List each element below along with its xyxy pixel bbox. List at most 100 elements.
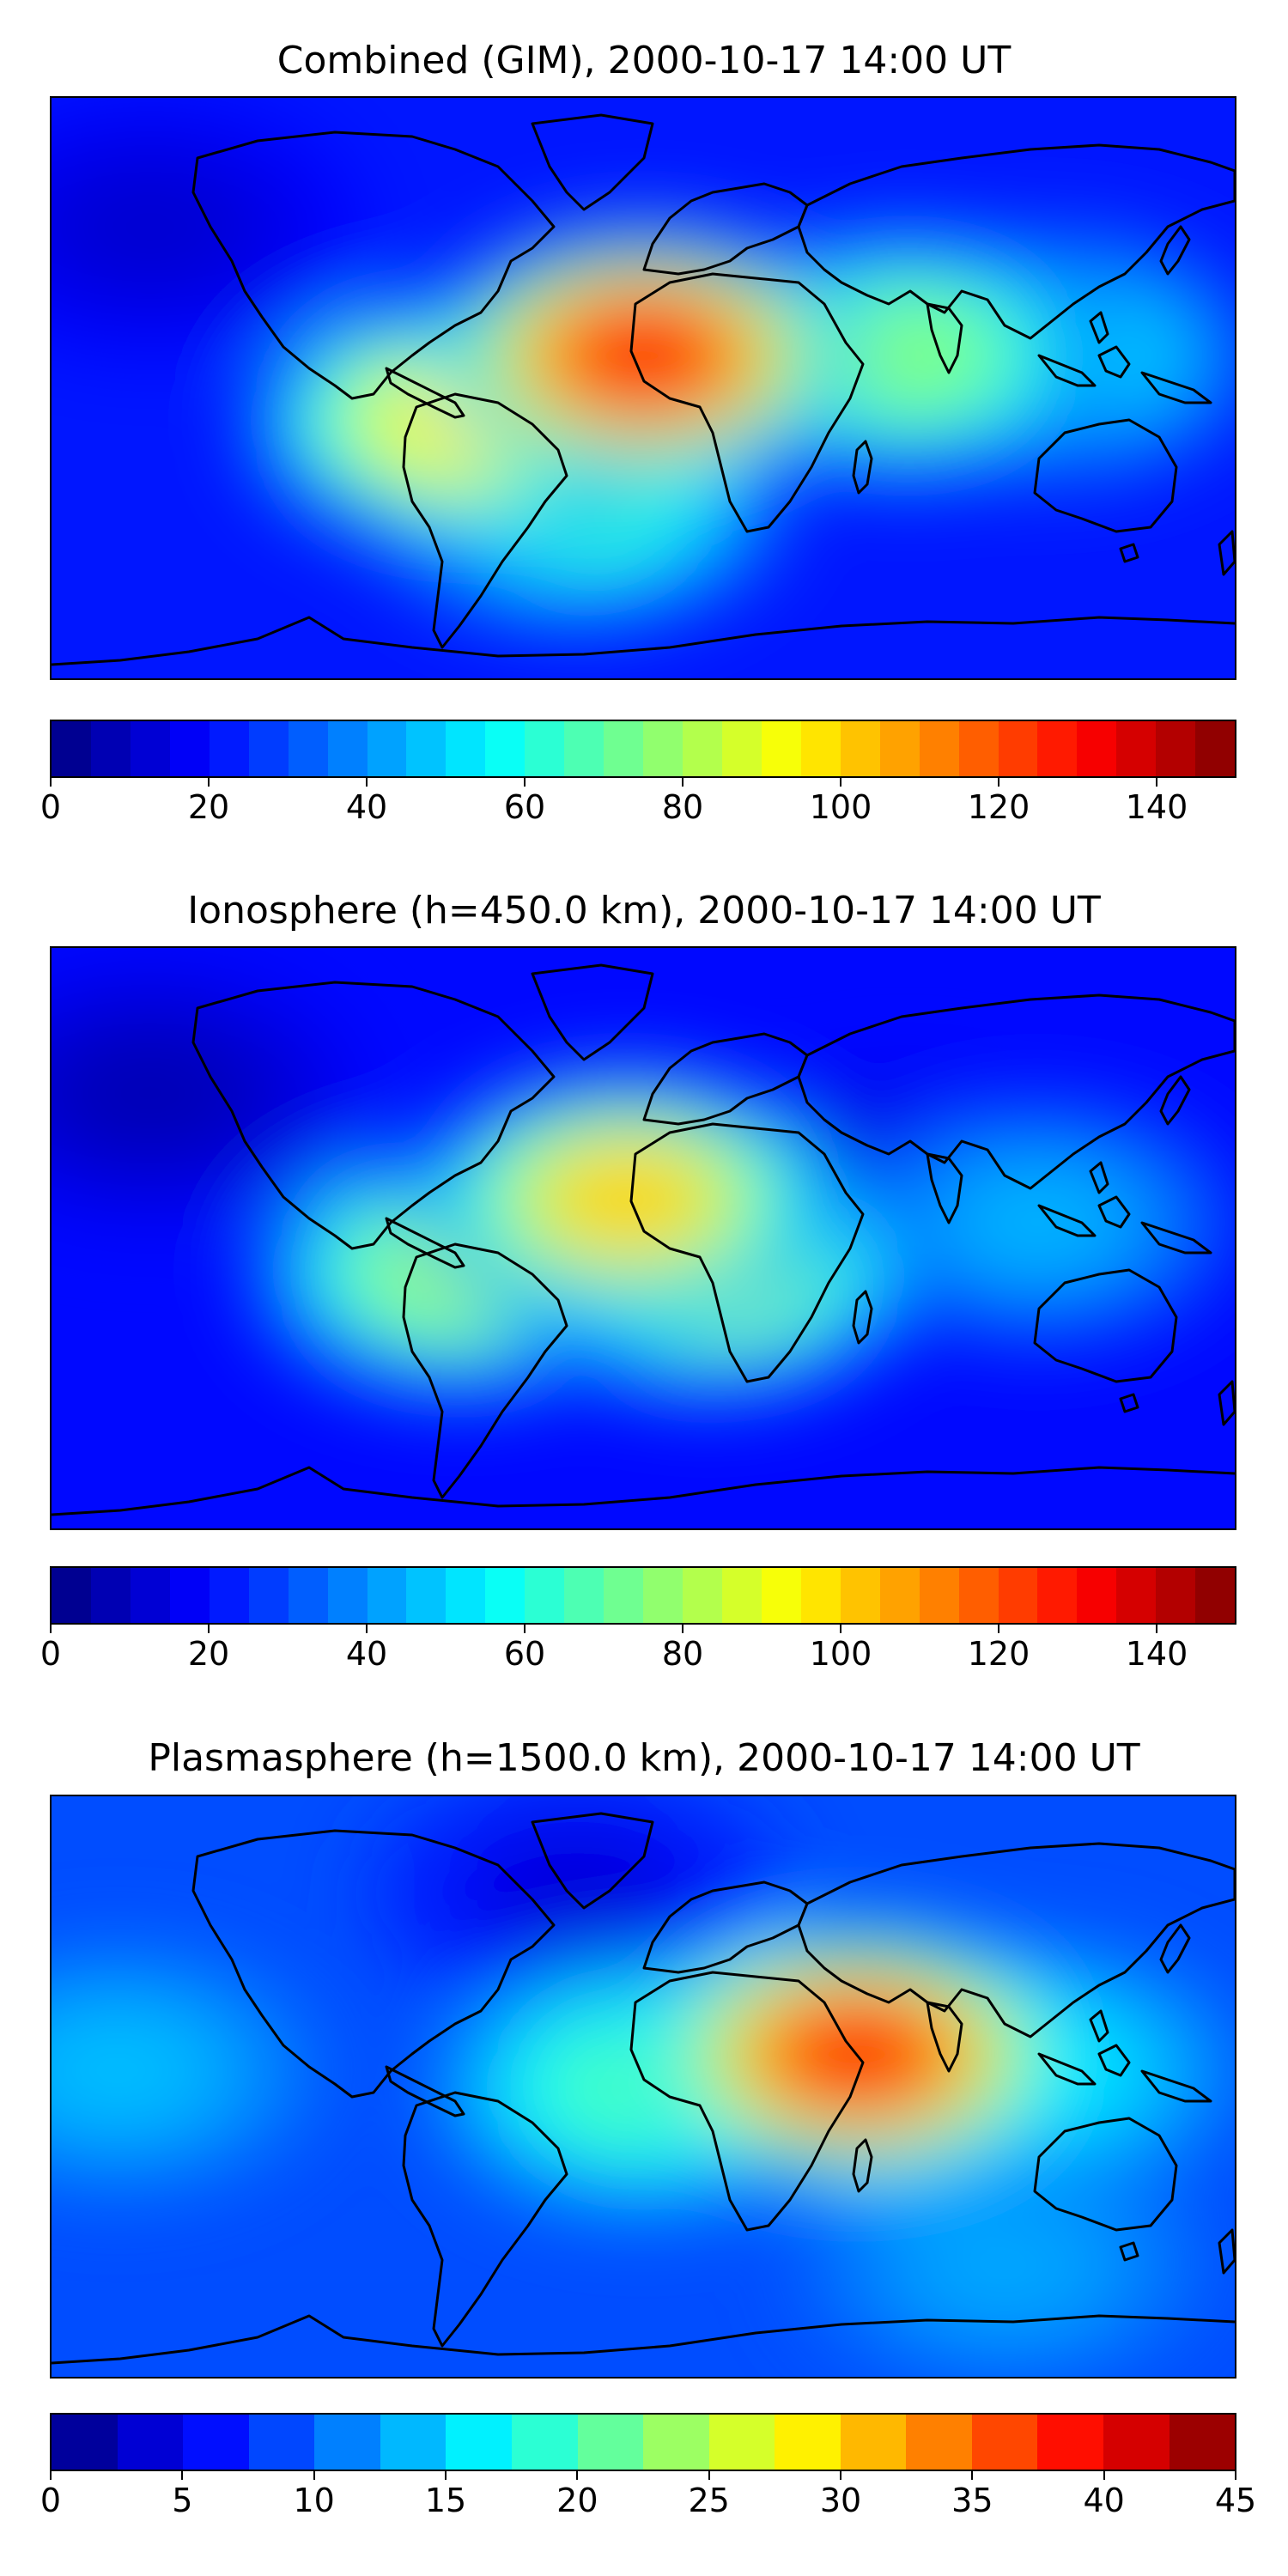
- colorbar-tick: [50, 778, 52, 787]
- colorbar-cell: [367, 1568, 407, 1623]
- tec-feature: [912, 2206, 1097, 2323]
- colorbar-cell: [169, 721, 210, 776]
- colorbar-tick: [313, 2471, 315, 2480]
- panel-title-combined: Combined (GIM), 2000-10-17 14:00 UT: [276, 39, 1012, 82]
- colorbar-cell: [1103, 2415, 1170, 2470]
- colorbar-tick-label: 20: [556, 2482, 598, 2519]
- colorbar-cell: [1077, 721, 1117, 776]
- colorbar-tick: [50, 2471, 52, 2480]
- colorbar-cell: [1037, 721, 1078, 776]
- colorbar-cell: [446, 2415, 512, 2470]
- tec-feature: [550, 297, 736, 414]
- colorbar-cell: [367, 721, 407, 776]
- colorbar-tick-label: 15: [424, 2482, 467, 2519]
- colorbar-tick-label: 5: [172, 2482, 193, 2519]
- colorbar-cell: [248, 2415, 315, 2470]
- colorbar-cell: [840, 1568, 880, 1623]
- colorbar-cell: [761, 1568, 801, 1623]
- colorbar-cell: [879, 1568, 920, 1623]
- colorbar-cell: [577, 2415, 644, 2470]
- colorbar-cell: [643, 2415, 709, 2470]
- colorbar-cell: [721, 721, 762, 776]
- map-ionosphere: [50, 946, 1236, 1530]
- colorbar-tick: [682, 1625, 683, 1633]
- colorbar-tick-label: 40: [1083, 2482, 1125, 2519]
- colorbar-cell: [52, 721, 91, 776]
- colorbar-tick: [998, 1625, 999, 1633]
- colorbar-tick: [998, 778, 999, 787]
- colorbar-cell: [525, 1568, 565, 1623]
- colorbar-cell: [485, 1568, 526, 1623]
- colorbar-tick-label: 100: [809, 788, 872, 826]
- colorbar-cell: [564, 721, 605, 776]
- colorbar-tick-label: 0: [39, 788, 62, 826]
- colorbar-cell: [971, 2415, 1038, 2470]
- colorbar-tick-label: 60: [503, 1635, 546, 1673]
- tec-feature: [58, 1035, 243, 1151]
- colorbar-cell: [775, 2415, 841, 2470]
- colorbar-cell: [525, 721, 565, 776]
- colorbar-tick-label: 140: [1125, 788, 1188, 826]
- colorbar-cell: [840, 2415, 907, 2470]
- colorbar-cell: [1037, 2415, 1103, 2470]
- colorbar-tick: [366, 778, 368, 787]
- tec-feature: [945, 1163, 1130, 1280]
- colorbar-plasmasphere: [50, 2413, 1236, 2471]
- colorbar-cell: [998, 1568, 1038, 1623]
- colorbar-tick-label: 100: [809, 1635, 872, 1673]
- colorbar-cell: [90, 1568, 131, 1623]
- colorbar-tick-label: 140: [1125, 1635, 1188, 1673]
- colorbar-cell: [1116, 1568, 1157, 1623]
- map-combined: [50, 96, 1236, 680]
- colorbar-cell: [248, 1568, 289, 1623]
- colorbar-cell: [327, 1568, 368, 1623]
- colorbar-tick: [840, 1625, 841, 1633]
- colorbar-cell: [683, 1568, 722, 1623]
- colorbar-cell: [643, 1568, 683, 1623]
- colorbar-cell: [380, 2415, 447, 2470]
- colorbar-cell: [604, 1568, 644, 1623]
- colorbar-tick-label: 20: [187, 788, 230, 826]
- colorbar-cell: [1195, 1568, 1236, 1623]
- tec-feature: [52, 2012, 210, 2129]
- colorbar-tick: [1103, 2471, 1105, 2480]
- colorbar-cell: [52, 2415, 118, 2470]
- colorbar-cell: [130, 721, 170, 776]
- colorbar-tick-label: 120: [967, 1635, 1030, 1673]
- colorbar-cell: [958, 721, 999, 776]
- colorbar-cell: [643, 721, 683, 776]
- colorbar-cell: [288, 1568, 328, 1623]
- colorbar-cell: [314, 2415, 380, 2470]
- colorbar-cell: [958, 1568, 999, 1623]
- colorbar-tick: [840, 2471, 841, 2480]
- colorbar-cell: [1156, 1568, 1196, 1623]
- colorbar-cell: [840, 721, 880, 776]
- colorbar-tick-label: 0: [39, 1635, 62, 1673]
- panel-title-ionosphere: Ionosphere (h=450.0 km), 2000-10-17 14:0…: [187, 889, 1101, 933]
- colorbar-tick-label: 10: [293, 2482, 335, 2519]
- colorbar-tick: [971, 2471, 974, 2480]
- colorbar-cell: [1156, 721, 1196, 776]
- colorbar-tick-label: 20: [187, 1635, 230, 1673]
- colorbar-cell: [511, 2415, 578, 2470]
- colorbar-tick: [181, 2471, 184, 2480]
- colorbar-tick: [208, 778, 210, 787]
- colorbar-ionosphere: [50, 1566, 1236, 1625]
- colorbar-tick: [524, 1625, 526, 1633]
- map-plasmasphere: [50, 1795, 1236, 2379]
- colorbar-cell: [130, 1568, 170, 1623]
- colorbar-cell: [169, 1568, 210, 1623]
- colorbar-cell: [1037, 1568, 1078, 1623]
- colorbar-cell: [90, 721, 131, 776]
- colorbar-tick-label: 45: [1214, 2482, 1257, 2519]
- colorbar-cell: [406, 1568, 447, 1623]
- colorbar-cell: [708, 2415, 775, 2470]
- colorbar-cell: [564, 1568, 605, 1623]
- colorbar-tick: [1235, 2471, 1236, 2480]
- colorbar-tick: [366, 1625, 368, 1633]
- colorbar-tick: [208, 1625, 210, 1633]
- panel-title-plasmasphere: Plasmasphere (h=1500.0 km), 2000-10-17 1…: [148, 1736, 1140, 1780]
- colorbar-tick-label: 35: [951, 2482, 993, 2519]
- colorbar-cell: [919, 721, 959, 776]
- colorbar-tick: [1156, 778, 1157, 787]
